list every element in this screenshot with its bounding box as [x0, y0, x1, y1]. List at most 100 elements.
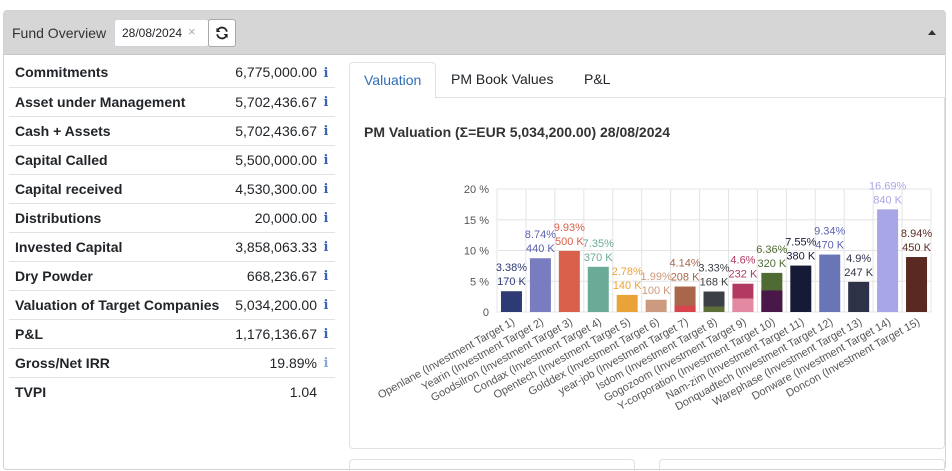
bar-amount-label: 168 K [700, 277, 729, 289]
bar-amount-label: 320 K [757, 258, 786, 270]
bar-amount-label: 232 K [729, 269, 758, 281]
bar-pct-label: 1.99% [641, 271, 672, 283]
info-icon[interactable]: i [323, 327, 329, 342]
info-icon[interactable]: i [323, 240, 329, 255]
bar-pct-label: 4.9% [846, 253, 871, 265]
collapse-chevron-up-icon[interactable] [928, 30, 936, 35]
info-icon[interactable]: i [323, 211, 329, 226]
valuation-tab-content: PM Valuation (Σ=EUR 5,034,200.00) 28/08/… [349, 97, 945, 449]
bar-pct-label: 9.93% [554, 222, 585, 234]
kpi-row: Invested Capital 3,858,063.33 i [9, 232, 335, 262]
bar [877, 209, 899, 312]
kpi-label-cash-assets: Cash + Assets [9, 116, 229, 146]
bar [790, 265, 812, 312]
y-tick-label: 20 % [464, 184, 489, 196]
kpi-value-commitments: 6,775,000.00 [228, 58, 321, 88]
bar-pct-label: 3.33% [698, 263, 729, 275]
kpi-row: Gross/Net IRR 19.89% i [9, 348, 335, 378]
bar [529, 258, 551, 312]
y-tick-label: 15 % [464, 215, 489, 227]
bar-pct-label: 4.6% [730, 255, 755, 267]
kpi-label-tvpi: TVPI [15, 383, 47, 400]
kpi-value-cash-assets: 5,702,436.67 [228, 116, 321, 146]
bar-amount-label: 208 K [671, 272, 700, 284]
kpi-label-gross-net-irr: Gross/Net IRR [9, 348, 229, 378]
kpi-value-gross-net-irr: 19.89% [228, 348, 321, 378]
kpi-row: Asset under Management 5,702,436.67 i [9, 87, 335, 117]
secondary-card-right [659, 459, 945, 471]
bar-pct-label: 16.69% [869, 180, 907, 192]
kpi-value-asset-under-management: 5,702,436.67 [228, 87, 321, 117]
kpi-row: Valuation of Target Companies 5,034,200.0… [9, 290, 335, 320]
bar-pct-label: 8.94% [901, 228, 932, 240]
bar-amount-label: 170 K [497, 276, 526, 288]
bar-pct-label: 9.34% [814, 226, 845, 238]
bar-amount-label: 500 K [555, 236, 584, 248]
bar-amount-label: 247 K [844, 267, 873, 279]
kpi-value-p-l: 1,176,136.67 [228, 319, 321, 349]
info-icon[interactable]: i [323, 124, 329, 139]
bar [819, 254, 841, 312]
bar [558, 250, 580, 312]
bar-segment [703, 306, 725, 312]
info-icon[interactable]: i [323, 356, 329, 371]
clear-date-icon[interactable]: × [188, 24, 196, 39]
bar-segment [761, 290, 783, 312]
bar-pct-label: 7.55% [785, 237, 816, 249]
bar-amount-label: 450 K [902, 242, 931, 254]
tab-pl[interactable]: P&L [584, 71, 611, 87]
bar [500, 291, 522, 312]
bar-segment [732, 298, 754, 312]
info-icon[interactable]: i [323, 269, 329, 284]
info-icon[interactable]: i [323, 65, 329, 81]
kpi-value-invested-capital: 3,858,063.33 [228, 232, 321, 262]
chart-tabs: Valuation PM Book Values P&L [349, 62, 945, 99]
bar-pct-label: 6.36% [756, 244, 787, 256]
tab-valuation[interactable]: Valuation [349, 62, 437, 99]
kpi-row: P&L 1,176,136.67 i [9, 319, 335, 349]
bar-amount-label: 840 K [873, 194, 902, 206]
panel-header: Fund Overview × [4, 11, 945, 55]
kpi-row: TVPI 1.04 [9, 377, 335, 406]
kpi-row: Cash + Assets 5,702,436.67 i [9, 116, 335, 146]
kpi-label-asset-under-management: Asset under Management [9, 87, 229, 117]
kpi-value-distributions: 20,000.00 [228, 203, 321, 233]
kpi-value-capital-called: 5,500,000.00 [228, 145, 321, 175]
kpi-value-capital-received: 4,530,300.00 [228, 174, 321, 204]
chart-title: PM Valuation (Σ=EUR 5,034,200.00) 28/08/… [364, 124, 671, 140]
kpi-label-distributions: Distributions [9, 203, 229, 233]
info-icon[interactable]: i [323, 182, 329, 197]
kpi-row: Dry Powder 668,236.67 i [9, 261, 335, 291]
bar-amount-label: 440 K [526, 243, 555, 255]
bar [674, 286, 696, 312]
bar-amount-label: 380 K [786, 251, 815, 263]
kpi-value-valuation-of-target-companies: 5,034,200.00 [228, 290, 321, 320]
bar [587, 266, 609, 312]
bar-amount-label: 100 K [642, 285, 671, 297]
kpi-value-dry-powder: 668,236.67 [228, 261, 321, 291]
info-icon[interactable]: i [323, 95, 329, 110]
kpi-label-invested-capital: Invested Capital [9, 232, 229, 262]
kpi-label-valuation-of-target-companies: Valuation of Target Companies [9, 290, 229, 320]
fund-overview-panel: Fund Overview × Commitments6,775,000.00i… [3, 10, 946, 471]
bar-pct-label: 2.78% [612, 266, 643, 278]
kpi-label-capital-called: Capital Called [9, 145, 229, 175]
y-tick-label: 0 [483, 307, 489, 319]
panel-title: Fund Overview [12, 25, 107, 41]
bar-amount-label: 370 K [584, 252, 613, 264]
date-input[interactable] [114, 19, 209, 47]
bar-pct-label: 8.74% [525, 229, 556, 241]
bar-pct-label: 7.35% [583, 238, 614, 250]
bar-pct-label: 3.38% [496, 262, 527, 274]
refresh-button[interactable] [208, 19, 236, 47]
info-icon[interactable]: i [323, 298, 329, 313]
bar-pct-label: 4.14% [669, 258, 700, 270]
bar-amount-label: 140 K [613, 280, 642, 292]
kpi-table: Commitments 6,775,000.00 i Asset under Mana… [9, 58, 335, 406]
info-icon[interactable]: i [323, 153, 329, 168]
kpi-label-dry-powder: Dry Powder [9, 261, 229, 291]
kpi-row: Capital received 4,530,300.00 i [9, 174, 335, 204]
tab-pm-book-values[interactable]: PM Book Values [451, 71, 554, 87]
bar-amount-label: 470 K [815, 240, 844, 252]
